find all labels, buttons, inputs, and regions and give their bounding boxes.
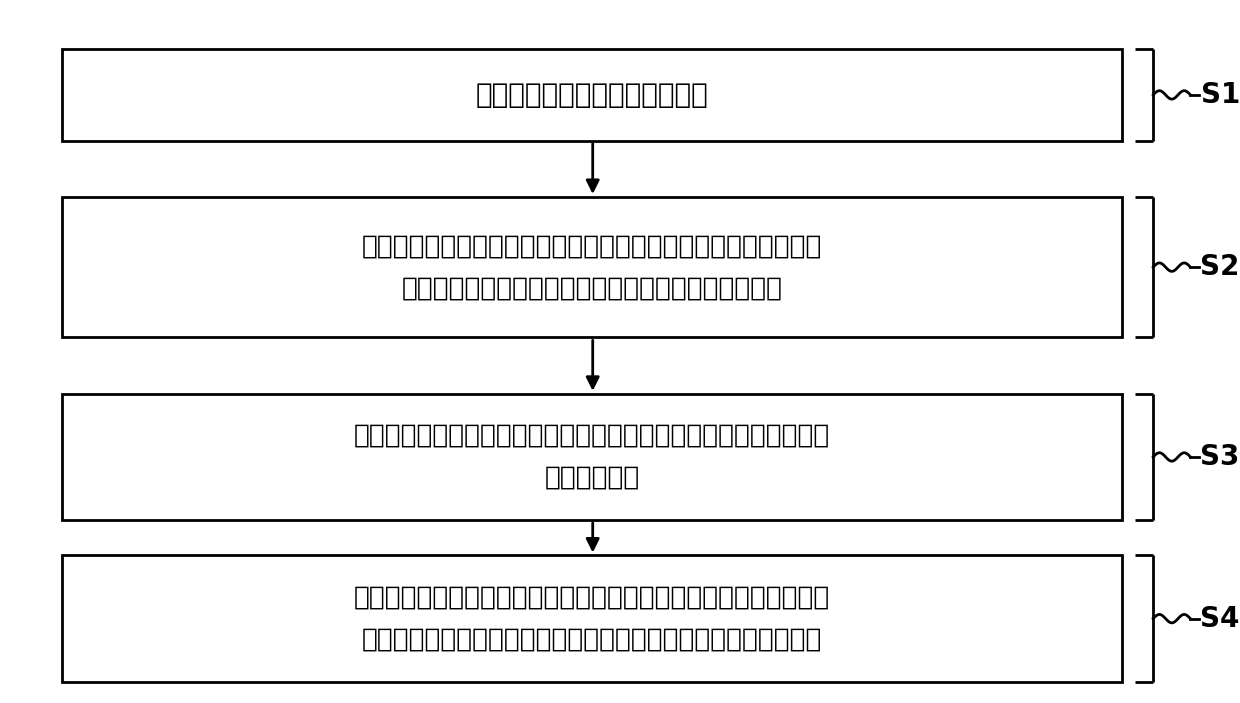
Text: S2: S2 — [1200, 253, 1240, 281]
Text: 获取历史台区电气特征指标数据: 获取历史台区电气特征指标数据 — [476, 81, 708, 109]
Bar — [62, 49, 1122, 141]
Text: 构建深度信念网络，使用聚类后的各类台区电气特征指标数据分别对
深度信念网络进行训练得到台区线损预测模型，计算台区的线损率: 构建深度信念网络，使用聚类后的各类台区电气特征指标数据分别对 深度信念网络进行训… — [353, 585, 831, 652]
Text: S1: S1 — [1200, 81, 1240, 109]
Bar — [62, 394, 1122, 520]
Text: 根据筛选得到的电气特征指标数据，采用聚类算法对台区进行聚类，
得到聚类结果: 根据筛选得到的电气特征指标数据，采用聚类算法对台区进行聚类， 得到聚类结果 — [353, 423, 831, 491]
Bar — [62, 555, 1122, 682]
Bar — [62, 197, 1122, 337]
Text: S3: S3 — [1200, 443, 1240, 471]
Text: S4: S4 — [1200, 605, 1240, 633]
Text: 使用相关性分析法计算各个台区电气特征指标与台区线损率的关联
度，并筛选得到关联度高于预设值的电气特征指标数据: 使用相关性分析法计算各个台区电气特征指标与台区线损率的关联 度，并筛选得到关联度… — [362, 233, 822, 301]
